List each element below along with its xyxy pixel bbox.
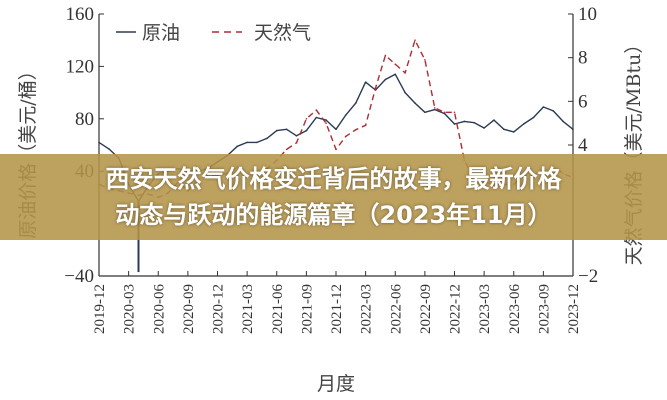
x-axis-title: 月度 [317, 373, 355, 395]
x-tick-label: 2023-12 [566, 284, 582, 334]
gas-point [374, 87, 377, 90]
gas-point [345, 135, 347, 138]
oil-point [532, 116, 535, 119]
x-tick-label: 2022-06 [388, 284, 404, 334]
gas-point [414, 39, 416, 41]
x-tick-label: 2022-12 [448, 284, 464, 334]
gas-point [354, 128, 357, 131]
x-tick-label: 2021-03 [240, 284, 256, 334]
oil-point [512, 131, 515, 133]
gas-point [424, 59, 426, 61]
oil-point [404, 91, 406, 94]
legend-gas-label: 天然气 [254, 22, 311, 44]
x-tick-label: 2022-09 [418, 284, 434, 334]
oil-point [433, 108, 436, 111]
gas-point [305, 118, 308, 120]
oil-point [108, 148, 110, 150]
x-tick-label: 2023-03 [477, 284, 493, 334]
oil-point [483, 127, 485, 129]
x-tick-label: 2020-12 [211, 284, 227, 334]
x-tick-label: 2019-12 [92, 284, 108, 334]
oil-point [246, 141, 248, 144]
oil-point [285, 128, 288, 131]
oil-point [552, 110, 555, 112]
oil-point [562, 120, 564, 123]
oil-point [394, 73, 397, 76]
oil-point [473, 121, 476, 124]
oil-point [256, 141, 258, 144]
gas-point [364, 124, 367, 127]
oil-point [354, 102, 357, 104]
gas-point [404, 72, 406, 74]
x-tick-label: 2023-06 [507, 284, 523, 334]
oil-point [443, 112, 446, 115]
oil-point [315, 116, 318, 119]
gas-point [335, 148, 337, 151]
gas-point [453, 111, 456, 114]
oil-point [364, 81, 367, 83]
y-left-tick-label: 120 [66, 56, 95, 77]
x-tick-label: 2020-09 [181, 284, 197, 334]
y-right-tick-label: 8 [578, 48, 588, 69]
x-tick-label: 2021-06 [270, 284, 286, 334]
y-right-tick-label: 10 [578, 4, 597, 25]
gas-point [443, 111, 446, 114]
oil-point [424, 111, 426, 114]
y-left-tick-label: 80 [75, 109, 94, 130]
oil-point [414, 102, 416, 104]
oil-point [98, 141, 100, 144]
x-tick-label: 2022-03 [359, 284, 375, 334]
x-tick-label: 2020-06 [151, 284, 167, 334]
oil-point [384, 78, 387, 81]
gas-point [295, 142, 298, 144]
oil-point [345, 114, 347, 116]
oil-point [305, 129, 308, 132]
gas-point [433, 107, 436, 109]
legend-oil-label: 原油 [142, 22, 180, 44]
x-tick-label: 2020-03 [122, 284, 138, 334]
gas-point [394, 63, 397, 66]
y-right-tick-label: 4 [578, 135, 588, 156]
gas-point [315, 109, 318, 111]
title-banner: 西安天然气价格变迁背后的故事，最新价格 动态与跃动的能源篇章（2023年11月） [0, 154, 667, 240]
y-left-tick-label: −40 [64, 266, 94, 287]
oil-point [463, 120, 466, 123]
x-tick-label: 2021-09 [299, 284, 315, 334]
y-left-tick-label: 160 [66, 4, 95, 25]
gas-point [285, 148, 288, 151]
gas-point [384, 54, 387, 57]
x-tick-label: 2021-12 [329, 284, 345, 334]
oil-point [542, 106, 545, 108]
gas-point [325, 122, 327, 124]
oil-point [572, 128, 574, 131]
oil-point [295, 135, 298, 137]
oil-point [266, 137, 268, 140]
oil-point [325, 119, 327, 121]
oil-point [522, 123, 525, 125]
legend: 原油 天然气 [116, 22, 311, 44]
oil-point [275, 129, 278, 132]
oil-point [503, 128, 505, 131]
oil-point [493, 119, 495, 121]
oil-point [236, 145, 239, 148]
oil-point [335, 128, 337, 131]
y-right-tick-label: 6 [578, 91, 588, 112]
banner-line-1: 西安天然气价格变迁背后的故事，最新价格 [105, 165, 562, 193]
oil-point [453, 123, 456, 125]
banner-line-2: 动态与跃动的能源篇章（2023年11月） [115, 201, 552, 229]
x-tick-label: 2023-09 [536, 284, 552, 334]
y-right-tick-label: −2 [578, 266, 598, 287]
